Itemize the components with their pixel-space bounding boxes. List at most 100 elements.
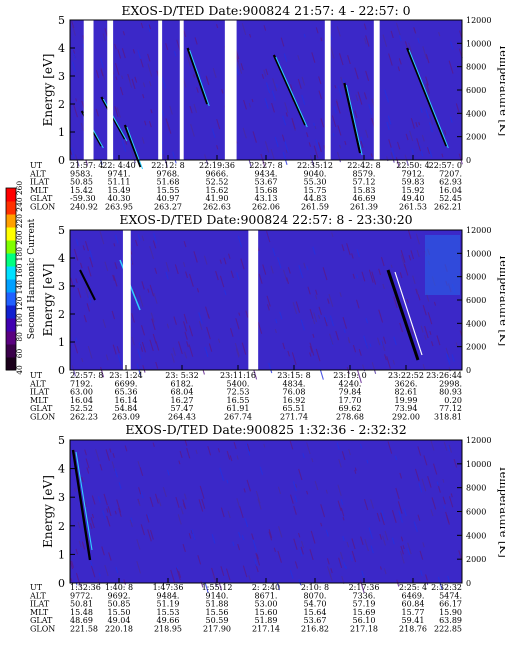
noise-streak — [425, 83, 431, 94]
y-right-tick-label: 4000 — [466, 531, 486, 540]
noise-streak — [186, 341, 189, 348]
noise-streak — [278, 526, 283, 538]
noise-streak — [429, 114, 434, 125]
noise-streak — [417, 446, 422, 456]
noise-streak — [301, 76, 306, 86]
noise-streak — [352, 344, 357, 353]
noise-streak — [224, 290, 227, 296]
noise-streak — [371, 271, 377, 285]
table-cell: 218.95 — [154, 625, 182, 634]
noise-streak — [104, 261, 109, 272]
bright-feature — [408, 49, 449, 149]
noise-streak — [137, 348, 142, 359]
table-cell: 15.60 — [255, 608, 278, 617]
noise-streak — [90, 561, 94, 570]
table-cell: 55.30 — [304, 178, 327, 187]
noise-streak — [334, 85, 337, 89]
noise-streak — [235, 318, 240, 330]
noise-streak — [395, 157, 400, 167]
noise-streak — [388, 53, 393, 66]
noise-streak — [365, 70, 370, 81]
noise-streak — [336, 442, 340, 450]
noise-streak — [277, 486, 282, 495]
noise-streak — [448, 444, 452, 453]
noise-streak — [257, 498, 262, 510]
noise-streak — [228, 253, 231, 259]
table-cell: 0.20 — [444, 396, 462, 405]
table-cell: 7336. — [353, 591, 376, 600]
bright-feature — [275, 56, 308, 128]
noise-streak — [299, 549, 303, 557]
noise-streak — [134, 76, 138, 83]
noise-streak — [291, 117, 296, 130]
noise-streak — [252, 131, 257, 143]
noise-streak — [188, 273, 194, 287]
noise-streak — [75, 572, 81, 587]
colorbar-tick-label: 240 — [15, 197, 24, 212]
table-cell: 16.04 — [70, 396, 93, 405]
y-tick-label: 3 — [58, 491, 65, 504]
noise-streak — [149, 284, 155, 297]
noise-streak — [351, 538, 356, 550]
noise-streak — [115, 566, 119, 574]
noise-streak — [217, 338, 221, 343]
noise-streak — [341, 244, 345, 252]
noise-streak — [73, 248, 79, 261]
spectrogram-panel-1: EXOS-D/TED Date:900824 21:57: 4 - 22:57:… — [29, 3, 505, 212]
row-label: GLON — [30, 413, 55, 422]
noise-streak — [88, 295, 92, 303]
noise-streak — [349, 554, 353, 562]
data-gap — [373, 20, 380, 160]
table-cell: 2:25: 4 — [399, 583, 427, 592]
noise-streak — [98, 572, 101, 577]
noise-streak — [354, 110, 358, 119]
noise-streak — [336, 26, 341, 37]
noise-streak — [263, 25, 267, 31]
noise-streak — [147, 288, 150, 293]
noise-streak — [122, 31, 126, 36]
noise-streak — [86, 303, 91, 312]
noise-streak — [116, 107, 121, 118]
noise-streak — [82, 245, 86, 251]
noise-streak — [252, 368, 258, 380]
noise-streak — [424, 335, 427, 340]
noise-streak — [271, 102, 275, 113]
noise-streak — [141, 281, 145, 290]
noise-streak — [368, 103, 373, 115]
noise-streak — [380, 512, 385, 526]
noise-streak — [219, 275, 225, 288]
noise-streak — [446, 354, 451, 363]
noise-streak — [190, 530, 194, 535]
table-cell: 2: 2:40 — [252, 583, 280, 592]
noise-streak — [340, 76, 345, 89]
data-gap — [324, 20, 331, 160]
table-cell: 62.93 — [439, 178, 462, 187]
noise-streak — [370, 545, 374, 554]
noise-streak — [338, 557, 343, 569]
noise-streak — [397, 66, 401, 72]
noise-streak — [252, 539, 258, 553]
noise-streak — [425, 76, 429, 86]
table-cell: 15.56 — [206, 608, 229, 617]
noise-streak — [107, 506, 112, 517]
table-cell: 60.84 — [402, 600, 425, 609]
noise-streak — [265, 68, 269, 76]
noise-streak — [272, 78, 277, 92]
noise-streak — [337, 500, 342, 511]
noise-streak — [289, 570, 294, 579]
table-cell: 65.51 — [283, 404, 306, 413]
table-cell: 22:19:36 — [199, 161, 235, 170]
noise-streak — [361, 271, 366, 282]
noise-streak — [325, 529, 329, 537]
noise-streak — [352, 273, 356, 279]
noise-streak — [102, 319, 107, 328]
noise-streak — [406, 299, 409, 304]
colorbar-tick-label: 80 — [15, 332, 24, 342]
noise-streak — [425, 574, 428, 581]
row-label: ILAT — [30, 600, 50, 609]
noise-streak — [133, 289, 137, 298]
table-cell: 22: 4:40 — [102, 161, 135, 170]
noise-streak — [89, 249, 94, 262]
